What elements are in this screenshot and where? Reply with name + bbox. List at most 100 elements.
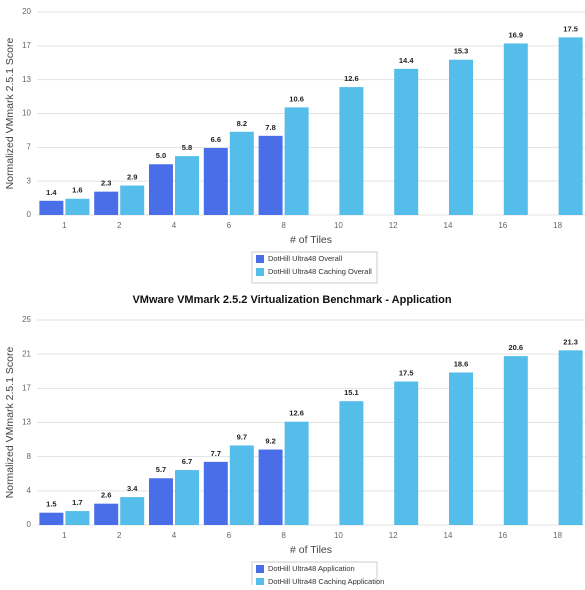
bar — [394, 68, 419, 215]
y-axis-title: Normalized VMmark 2.5.1 Score — [4, 37, 16, 189]
x-tick-label: 6 — [227, 531, 232, 540]
bar — [65, 198, 90, 215]
bar — [258, 135, 283, 215]
bar — [339, 401, 364, 525]
bar — [175, 156, 199, 215]
bar — [203, 461, 228, 525]
bar — [39, 200, 64, 215]
x-axis-title: # of Tiles — [290, 544, 332, 556]
legend-label: DotHill Ultra48 Caching Application — [268, 577, 384, 585]
x-tick-label: 4 — [172, 221, 177, 230]
value-label: 9.2 — [265, 437, 275, 446]
value-label: 8.2 — [237, 119, 247, 128]
bar — [203, 148, 228, 215]
value-label: 21.3 — [563, 337, 578, 346]
bar — [558, 350, 583, 525]
legend-swatch — [256, 565, 264, 573]
bar — [284, 421, 309, 525]
bar — [394, 381, 419, 525]
y-tick-label: 21 — [22, 349, 31, 358]
bar — [94, 503, 119, 525]
y-tick-label: 13 — [22, 418, 31, 427]
value-label: 3.4 — [127, 484, 138, 493]
bar — [229, 131, 254, 215]
x-tick-label: 12 — [389, 531, 398, 540]
value-label: 15.1 — [344, 388, 359, 397]
y-tick-label: 17 — [22, 41, 31, 50]
legend-label: DotHill Ultra48 Overall — [268, 254, 343, 263]
y-tick-label: 13 — [22, 75, 31, 84]
value-label: 14.4 — [399, 56, 414, 65]
value-label: 5.0 — [156, 151, 166, 160]
x-tick-label: 1 — [62, 221, 67, 230]
value-label: 5.8 — [182, 143, 192, 152]
x-tick-label: 18 — [553, 531, 562, 540]
x-tick-label: 16 — [498, 221, 507, 230]
x-tick-label: 14 — [444, 531, 453, 540]
y-tick-label: 17 — [22, 383, 31, 392]
x-axis-title: # of Tiles — [290, 234, 332, 246]
bar — [284, 107, 309, 215]
value-label: 7.8 — [265, 123, 275, 132]
bar — [449, 372, 473, 525]
bar — [449, 59, 473, 215]
x-tick-label: 4 — [172, 531, 177, 540]
bar — [39, 512, 64, 525]
legend-swatch — [256, 268, 264, 276]
legend-box — [251, 251, 378, 284]
x-tick-label: 2 — [117, 221, 122, 230]
x-tick-label: 10 — [334, 221, 343, 230]
x-tick-label: 1 — [62, 531, 67, 540]
x-tick-label: 6 — [227, 221, 232, 230]
legend-swatch — [256, 578, 264, 586]
bar — [503, 43, 528, 216]
value-label: 2.9 — [127, 173, 137, 182]
value-label: 2.6 — [101, 491, 111, 500]
x-tick-label: 18 — [553, 221, 562, 230]
value-label: 1.5 — [46, 500, 56, 509]
bar — [258, 449, 283, 525]
y-tick-label: 25 — [22, 315, 31, 324]
y-tick-label: 4 — [27, 486, 32, 495]
y-tick-label: 3 — [27, 176, 32, 185]
y-axis-title: Normalized VMmark 2.5.1 Score — [4, 346, 16, 498]
value-label: 12.6 — [344, 74, 359, 83]
bar — [229, 445, 254, 525]
y-tick-label: 8 — [27, 452, 32, 461]
y-tick-label: 10 — [22, 109, 31, 118]
legend-swatch — [256, 255, 264, 263]
value-label: 2.3 — [101, 179, 111, 188]
legend-label: DotHill Ultra48 Caching Overall — [268, 267, 372, 276]
y-tick-label: 0 — [27, 520, 32, 529]
bar — [65, 511, 90, 525]
bar — [339, 87, 364, 215]
bar — [94, 191, 119, 215]
bar — [149, 478, 173, 525]
legend-label: DotHill Ultra48 Application — [268, 564, 355, 573]
y-tick-label: 7 — [27, 142, 32, 151]
value-label: 1.4 — [46, 188, 57, 197]
value-label: 6.6 — [211, 135, 221, 144]
value-label: 6.7 — [182, 457, 192, 466]
x-tick-label: 10 — [334, 531, 343, 540]
value-label: 1.6 — [72, 186, 82, 195]
value-label: 5.7 — [156, 465, 166, 474]
bar — [120, 497, 145, 525]
value-label: 12.6 — [289, 409, 304, 418]
x-tick-label: 16 — [498, 531, 507, 540]
bar — [120, 185, 145, 215]
bar — [558, 37, 583, 215]
value-label: 16.9 — [508, 30, 523, 39]
bar — [175, 470, 199, 525]
bar — [503, 356, 528, 525]
x-tick-label: 14 — [444, 221, 453, 230]
value-label: 7.7 — [211, 449, 221, 458]
x-tick-label: 2 — [117, 531, 122, 540]
value-label: 20.6 — [508, 343, 523, 352]
y-tick-label: 0 — [27, 210, 32, 219]
x-tick-label: 12 — [389, 221, 398, 230]
chart-title: VMware VMmark 2.5.2 Virtualization Bench… — [132, 294, 451, 306]
value-label: 18.6 — [454, 359, 469, 368]
y-tick-label: 20 — [22, 7, 31, 16]
